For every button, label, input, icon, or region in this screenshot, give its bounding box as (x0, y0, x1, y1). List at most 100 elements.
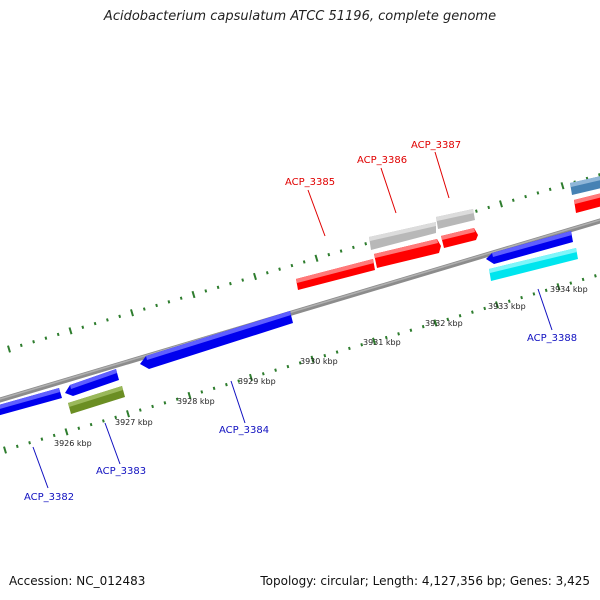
minor-tick (138, 408, 142, 412)
major-tick (126, 410, 130, 418)
major-tick (7, 345, 11, 353)
minor-tick (421, 324, 425, 329)
gene-block-gray-2[interactable] (436, 209, 475, 229)
minor-tick (298, 361, 302, 365)
forward-tick-ruler (7, 173, 600, 353)
minor-tick (290, 263, 294, 268)
gene-label-acp3382[interactable]: ACP_3382 (24, 492, 74, 503)
minor-tick (487, 205, 491, 210)
scale-label: 3929 kbp (238, 377, 276, 386)
minor-tick (167, 300, 171, 304)
major-tick (314, 254, 319, 262)
minor-tick (511, 198, 515, 202)
gene-label-acp3384[interactable]: ACP_3384 (219, 425, 269, 436)
gene-label-acp3386[interactable]: ACP_3386 (357, 155, 407, 166)
minor-tick (364, 242, 368, 246)
minor-tick (151, 404, 154, 409)
reverse-tick-ruler (3, 274, 597, 454)
minor-tick (536, 191, 540, 195)
gene-label-acp3383[interactable]: ACP_3383 (96, 466, 146, 477)
minor-tick (548, 187, 552, 192)
minor-tick (106, 318, 109, 322)
gene-block-acp3388[interactable] (489, 248, 578, 281)
minor-tick (471, 310, 474, 314)
scale-labels: 3926 kbp 3927 kbp 3928 kbp 3929 kbp 3930… (54, 285, 588, 448)
minor-tick (302, 260, 306, 264)
scale-label: 3930 kbp (300, 357, 338, 366)
minor-tick (15, 444, 19, 449)
minor-tick (175, 397, 179, 401)
gene-block-acp3383-blue[interactable] (65, 369, 119, 396)
minor-tick (569, 281, 573, 285)
gene-block-red-edge[interactable] (574, 191, 600, 213)
scale-label: 3932 kbp (425, 319, 463, 328)
minor-tick (212, 386, 216, 391)
minor-tick (204, 289, 208, 293)
accession-text: Accession: NC_012483 (9, 574, 146, 588)
minor-tick (52, 433, 56, 438)
major-tick (560, 182, 565, 190)
minor-tick (241, 278, 245, 282)
scale-label: 3933 kbp (488, 302, 526, 311)
gene-block-blue-right[interactable] (486, 231, 573, 264)
gene-block-acp3386[interactable] (374, 239, 441, 268)
minor-tick (114, 415, 118, 420)
minor-tick (19, 343, 23, 348)
gene-block-acp3382[interactable] (0, 388, 62, 416)
gene-block-steelblue-edge[interactable] (570, 174, 600, 195)
minor-tick (44, 336, 48, 340)
scale-label: 3934 kbp (550, 285, 588, 294)
minor-tick (532, 292, 536, 296)
major-tick (191, 290, 196, 299)
major-tick (372, 337, 376, 345)
minor-tick (520, 295, 523, 300)
gene-label-acp3385[interactable]: ACP_3385 (285, 177, 335, 188)
minor-tick (507, 299, 511, 303)
gene-features (0, 174, 600, 416)
gene-block-acp3384[interactable] (140, 311, 293, 369)
major-tick (556, 283, 561, 291)
minor-tick (274, 368, 277, 372)
minor-tick (155, 303, 158, 308)
gene-block-acp3385[interactable] (296, 259, 375, 290)
minor-tick (261, 372, 265, 376)
major-tick (253, 272, 257, 281)
minor-tick (409, 328, 413, 332)
minor-tick (323, 353, 327, 358)
scale-label: 3927 kbp (115, 418, 153, 427)
minor-tick (32, 340, 35, 344)
minor-tick (286, 364, 290, 369)
major-tick (68, 327, 73, 335)
minor-tick (93, 321, 97, 326)
minor-tick (335, 350, 339, 354)
minor-tick (327, 252, 331, 257)
major-tick (130, 309, 134, 317)
minor-tick (77, 426, 81, 430)
gene-label-acp3388[interactable]: ACP_3388 (527, 333, 577, 344)
gene-block-gray-1[interactable] (369, 222, 436, 250)
major-tick (249, 373, 253, 382)
minor-tick (102, 419, 105, 423)
scale-label: 3926 kbp (54, 439, 92, 448)
minor-tick (229, 281, 232, 286)
minor-tick (216, 285, 220, 290)
minor-tick (594, 274, 597, 278)
minor-tick (89, 422, 93, 427)
major-tick (3, 446, 7, 454)
genome-backbone (0, 218, 600, 403)
gene-block-acp3387[interactable] (441, 228, 478, 248)
major-tick (495, 301, 499, 309)
gene-block-acp3383[interactable] (68, 386, 125, 414)
minor-tick (56, 332, 60, 337)
minor-tick (397, 332, 400, 336)
minor-tick (348, 346, 351, 351)
minor-tick (278, 267, 281, 271)
minor-tick (446, 317, 450, 322)
minor-tick (339, 249, 343, 253)
minor-tick (483, 306, 487, 311)
gene-label-acp3387[interactable]: ACP_3387 (411, 140, 461, 151)
major-tick (499, 200, 503, 208)
minor-tick (118, 314, 122, 319)
scale-label: 3928 kbp (177, 397, 215, 406)
